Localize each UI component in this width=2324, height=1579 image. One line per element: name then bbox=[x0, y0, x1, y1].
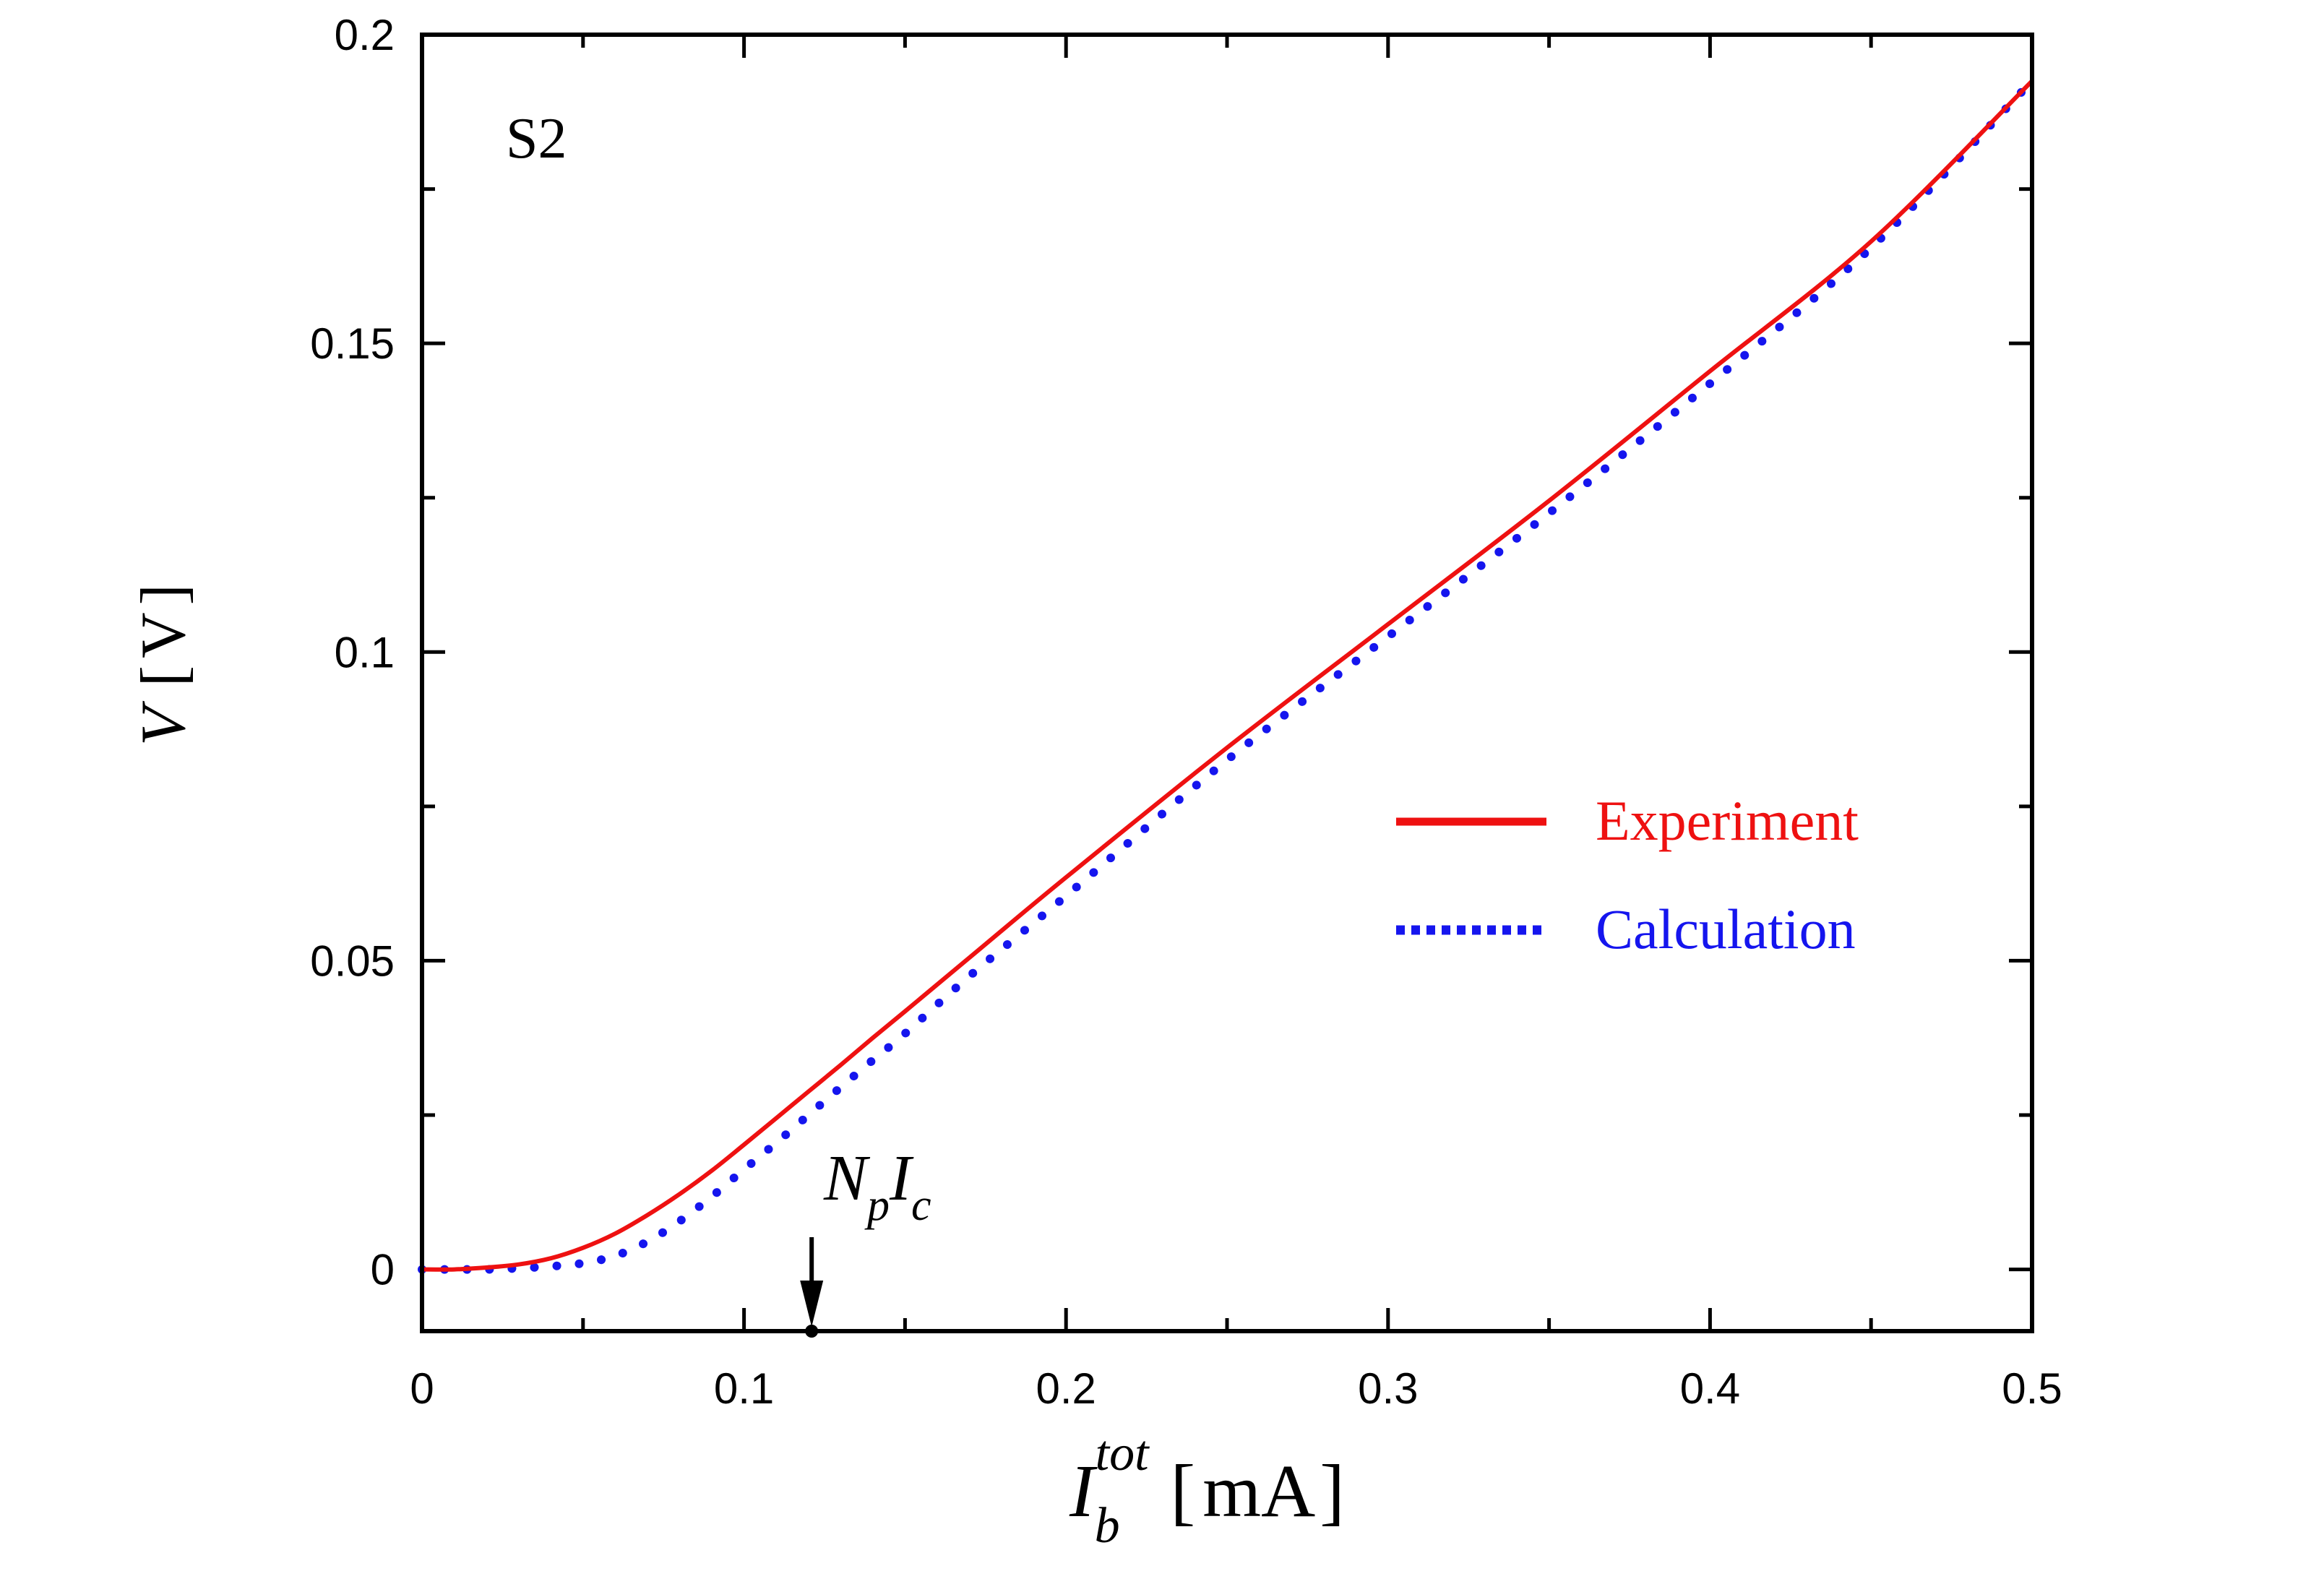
x-axis-title: Ibtot [mA] bbox=[1069, 1426, 1345, 1554]
plot-frame bbox=[420, 33, 2034, 1333]
series-layer bbox=[418, 77, 2036, 1274]
y-tick-label: 0.2 bbox=[335, 11, 395, 59]
x-tick-label: 0.5 bbox=[2002, 1364, 2062, 1413]
x-tick-label: 0.3 bbox=[1358, 1364, 1418, 1413]
y-tick-label: 0.05 bbox=[310, 937, 395, 985]
legend: Experiment Calculation bbox=[1396, 789, 1859, 960]
y-tick-label: 0.1 bbox=[335, 628, 395, 676]
annotation-point bbox=[805, 1325, 819, 1338]
legend-experiment-label: Experiment bbox=[1596, 789, 1859, 852]
x-tick-label: 0 bbox=[410, 1364, 434, 1413]
x-tick-label: 0.4 bbox=[1680, 1364, 1740, 1413]
series-line-experiment bbox=[421, 79, 2034, 1272]
x-tick-label: 0.1 bbox=[714, 1364, 774, 1413]
legend-calculation-label: Calculation bbox=[1596, 898, 1856, 960]
annotation-arrow bbox=[800, 1237, 824, 1338]
y-tick-label: 0.15 bbox=[310, 319, 395, 368]
axes-ticks: 0 0.1 0.2 0.3 0.4 0.5 0 0.05 0.1 0.15 0.2 bbox=[310, 11, 2062, 1413]
series-line-calculation bbox=[418, 77, 2036, 1274]
y-tick-label: 0 bbox=[371, 1246, 395, 1294]
y-axis-title: V[V] bbox=[129, 584, 199, 746]
annotation-arrow-head bbox=[800, 1281, 824, 1327]
annotation-label: NpIc bbox=[823, 1143, 931, 1230]
x-tick-label: 0.2 bbox=[1036, 1364, 1096, 1413]
panel-label: S2 bbox=[506, 107, 567, 171]
